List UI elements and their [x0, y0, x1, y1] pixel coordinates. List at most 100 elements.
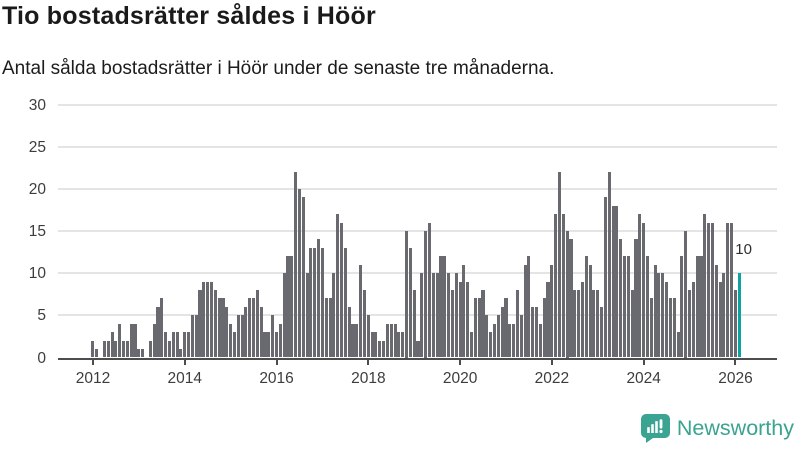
bar [435, 273, 439, 358]
x-tick-mark [367, 360, 370, 365]
bar [424, 231, 428, 358]
x-tick-label: 2024 [626, 369, 661, 387]
gridline-y-10 [58, 272, 777, 275]
bar [561, 214, 565, 358]
bar [328, 298, 332, 358]
bar [492, 323, 497, 358]
bar [385, 323, 389, 358]
bar [603, 197, 607, 358]
bar [615, 205, 619, 358]
bar [730, 222, 734, 358]
bar [366, 315, 370, 358]
bar [347, 306, 351, 358]
bar [565, 231, 569, 358]
x-tick-label: 2012 [75, 369, 111, 387]
bar [255, 290, 259, 358]
bar [194, 315, 198, 358]
bar [244, 306, 248, 358]
y-tick-label: 10 [28, 265, 46, 283]
bar [710, 222, 715, 358]
bar [661, 273, 665, 358]
gridline-y-20 [58, 187, 777, 190]
bar [278, 323, 282, 358]
bar [557, 171, 562, 358]
bar [148, 340, 152, 358]
bar [699, 256, 703, 358]
bar [156, 306, 160, 358]
bar [351, 323, 355, 358]
bar [630, 290, 634, 358]
bar [336, 214, 340, 358]
bar [538, 323, 542, 358]
bar [546, 281, 550, 358]
bar [355, 323, 359, 358]
bar [374, 332, 378, 358]
x-tick-label: 2022 [534, 369, 570, 387]
bar [213, 290, 217, 358]
bar [619, 239, 623, 358]
bar [95, 349, 99, 358]
bar [290, 256, 294, 358]
bar [542, 298, 546, 358]
bar [232, 332, 236, 358]
bar [91, 340, 95, 358]
bar [343, 247, 347, 358]
bar [470, 332, 474, 358]
bar [164, 332, 168, 358]
bar [183, 332, 187, 358]
bar [431, 273, 435, 358]
bar [106, 340, 110, 358]
bar [515, 290, 519, 358]
bar [668, 298, 672, 358]
chart-title: Tio bostadsrätter såldes i Höör [2, 2, 376, 30]
bar [121, 340, 126, 358]
bar-highlight [737, 273, 741, 358]
bar [622, 256, 627, 358]
gridline-y-25 [58, 145, 777, 148]
bar [695, 256, 699, 358]
bar [672, 298, 676, 358]
bar [450, 290, 454, 358]
newsworthy-logo: Newsworthy [640, 414, 794, 443]
bar [202, 281, 206, 358]
bar [294, 171, 298, 358]
bar [297, 188, 301, 358]
bar [389, 323, 393, 358]
bar [454, 273, 458, 358]
bar [118, 323, 122, 358]
y-tick-label: 20 [28, 180, 46, 198]
bar [221, 298, 225, 358]
bar [573, 290, 577, 358]
bar [190, 315, 194, 358]
bar [271, 315, 275, 358]
bar [588, 264, 592, 358]
bar [324, 298, 328, 358]
bar [110, 332, 114, 358]
y-tick-label: 30 [28, 96, 46, 114]
bar [198, 290, 202, 358]
bar [519, 315, 523, 358]
gridline-y-5 [58, 314, 777, 317]
bar [217, 298, 221, 358]
bar [531, 306, 535, 358]
bar [577, 290, 581, 358]
bar [305, 273, 309, 358]
bar [320, 247, 324, 358]
bar [240, 315, 244, 358]
bar [167, 340, 171, 358]
bar [286, 256, 290, 358]
bar [733, 290, 737, 358]
bar [687, 290, 692, 358]
bar [703, 214, 707, 358]
bar [634, 239, 638, 358]
x-tick-mark [550, 360, 553, 365]
bar [638, 214, 642, 358]
bar [229, 323, 233, 358]
bar [508, 323, 512, 358]
bar [171, 332, 175, 358]
bar [362, 290, 366, 358]
y-tick-label: 5 [37, 307, 46, 325]
x-tick-mark [459, 360, 462, 365]
bar [160, 298, 164, 358]
